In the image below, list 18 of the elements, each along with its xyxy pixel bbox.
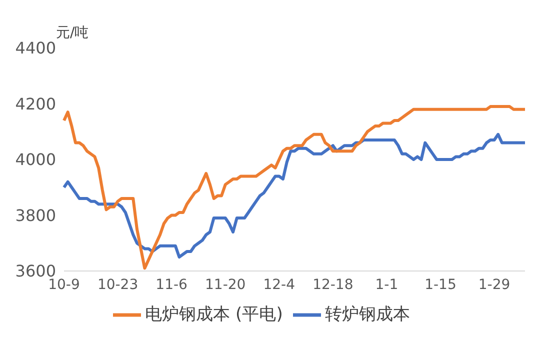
x-tick-label: 10-23 [97, 276, 138, 293]
x-tick-label: 11-6 [156, 276, 188, 293]
line-series [62, 132, 526, 259]
y-tick-label: 4400 [15, 38, 56, 58]
line-series [62, 105, 526, 270]
legend-label: 电炉钢成本 (平电) [145, 304, 283, 325]
legend-label: 转炉钢成本 [324, 304, 410, 325]
x-tick-label: 10-9 [48, 276, 80, 293]
x-tick-label: 1-1 [375, 276, 398, 293]
y-tick-label: 3800 [15, 206, 56, 225]
y-tick-label: 4000 [15, 150, 56, 170]
x-tick-label: 12-4 [263, 276, 296, 293]
x-tick-label: 1-15 [424, 276, 456, 293]
y-axis-title: 元/吨 [56, 24, 89, 42]
x-tick-label: 11-20 [205, 276, 246, 293]
y-tick-label: 4200 [15, 94, 56, 114]
x-tick-label: 12-18 [312, 276, 354, 293]
x-tick-label: 1-29 [478, 276, 510, 293]
